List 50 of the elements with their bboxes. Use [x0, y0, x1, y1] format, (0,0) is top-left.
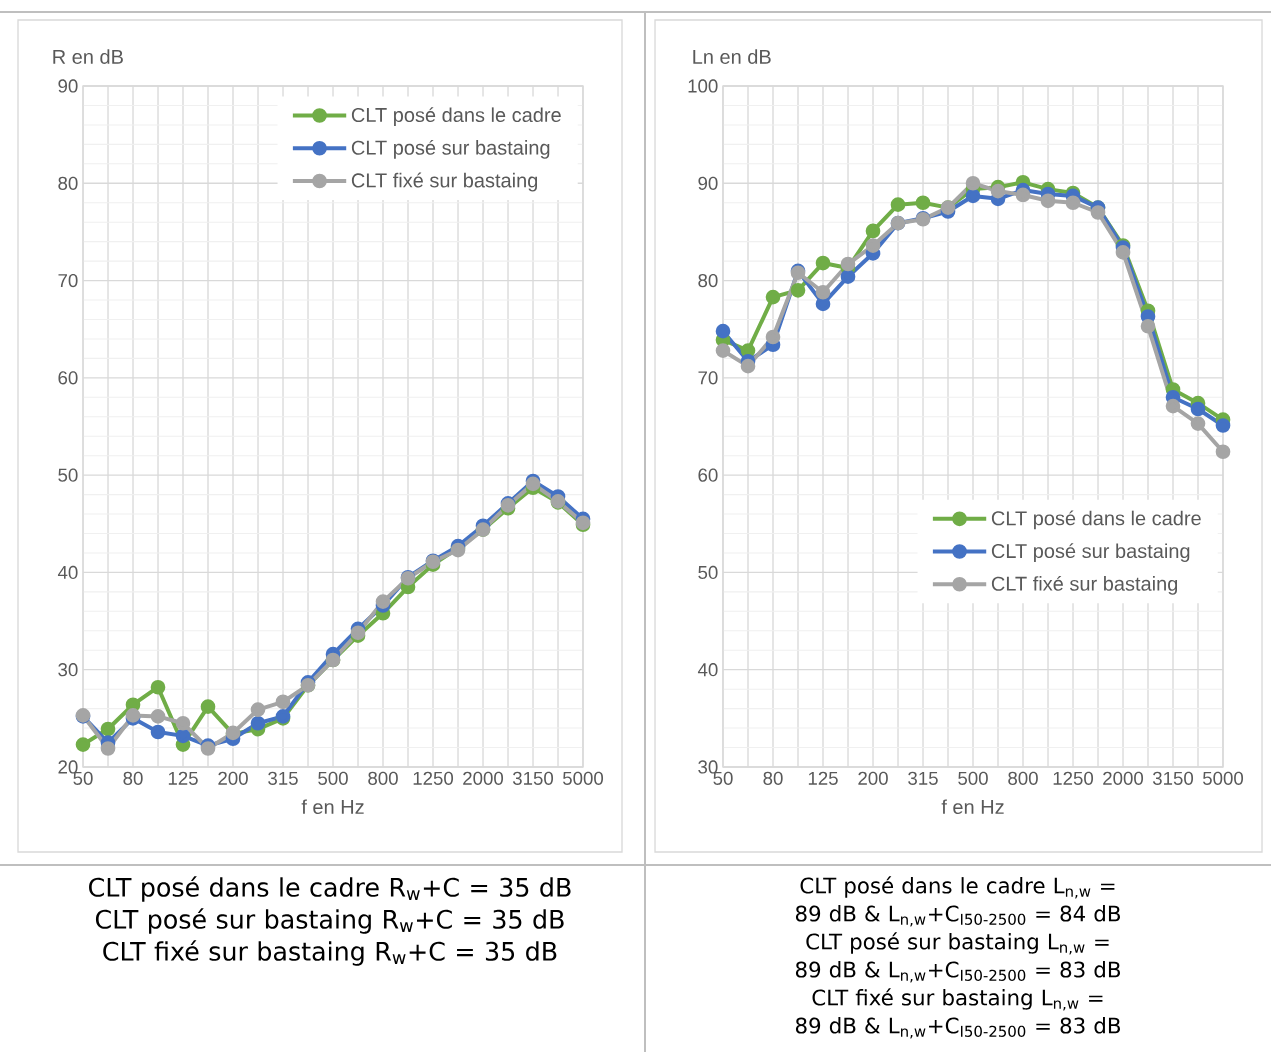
- y-tick-label: 80: [698, 273, 718, 288]
- x-axis-title: f en Hz: [941, 799, 1004, 815]
- y-tick-label: 60: [58, 371, 78, 385]
- x-tick-label: 125: [808, 771, 838, 785]
- legend-label: CLT fixé sur bastaing: [351, 172, 538, 192]
- y-axis-title: R en dB: [53, 49, 123, 64]
- x-tick-label: 315: [908, 771, 938, 785]
- x-tick-label: 500: [318, 771, 348, 785]
- text: CLT posé sur bastaing L$_{n,w}$ = 89 dB & L$_{n,w}$+C$_{I50-2500}$ = 83 dB: [795, 932, 1120, 983]
- y-tick-label: 50: [698, 565, 718, 580]
- x-tick-label: 3150: [512, 771, 554, 785]
- x-tick-label: 5000: [1203, 771, 1244, 785]
- legend-label: CLT posé dans le cadre: [991, 510, 1201, 530]
- x-tick-label: 1250: [1053, 771, 1094, 785]
- x-axis-title: f en Hz: [301, 799, 364, 815]
- x-tick-label: 800: [368, 771, 398, 785]
- x-tick-label: 315: [268, 771, 298, 785]
- y-tick-label: 40: [57, 565, 78, 580]
- x-tick-label: 1250: [413, 771, 454, 785]
- text: CLT posé dans le cadre L$_{n,w}$ = 89 dB & L$_{n,w}$+C$_{I50-2500}$ = 84 dB: [795, 876, 1120, 927]
- x-tick-label: 80: [763, 771, 783, 785]
- y-tick-label: 70: [698, 371, 718, 385]
- x-tick-label: 2000: [463, 771, 504, 785]
- x-tick-label: 2000: [1103, 771, 1144, 785]
- x-tick-label: 500: [958, 771, 988, 785]
- y-tick-label: 40: [697, 663, 718, 677]
- text: CLT fixé sur bastaing R$_{w}$+C = 35 dB: [103, 940, 557, 966]
- x-tick-label: 200: [218, 771, 248, 785]
- text: CLT posé dans le cadre R$_{w}$+C = 35 dB: [89, 876, 571, 902]
- legend-label: CLT fixé sur bastaing: [991, 575, 1178, 595]
- x-tick-label: 3150: [1152, 771, 1194, 785]
- y-tick-label: 60: [698, 468, 718, 482]
- x-tick-label: 80: [123, 771, 143, 785]
- x-tick-label: 125: [168, 771, 198, 785]
- legend-label: CLT posé sur bastaing: [991, 543, 1190, 563]
- legend-label: CLT posé sur bastaing: [351, 139, 550, 159]
- y-tick-label: 70: [58, 273, 78, 288]
- x-tick-label: 200: [858, 771, 888, 785]
- text: CLT posé sur bastaing R$_{w}$+C = 35 dB: [95, 908, 564, 934]
- text: CLT fixé sur bastaing L$_{n,w}$ = 89 dB & L$_{n,w}$+C$_{I50-2500}$ = 83 dB: [795, 988, 1120, 1039]
- y-tick-label: 100: [688, 79, 718, 93]
- x-tick-label: 800: [1008, 771, 1038, 785]
- y-tick-label: 90: [58, 79, 78, 93]
- y-tick-label: 50: [58, 468, 78, 482]
- x-tick-label: 5000: [563, 771, 604, 785]
- legend-label: CLT posé dans le cadre: [351, 107, 561, 127]
- y-tick-label: 80: [58, 176, 78, 190]
- y-tick-label: 30: [58, 663, 78, 677]
- y-tick-label: 90: [698, 176, 718, 190]
- y-axis-title: Ln en dB: [693, 49, 771, 64]
